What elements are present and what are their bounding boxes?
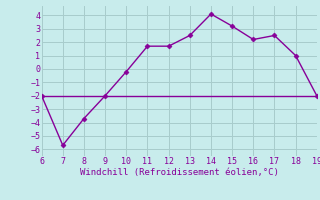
X-axis label: Windchill (Refroidissement éolien,°C): Windchill (Refroidissement éolien,°C) [80,168,279,177]
